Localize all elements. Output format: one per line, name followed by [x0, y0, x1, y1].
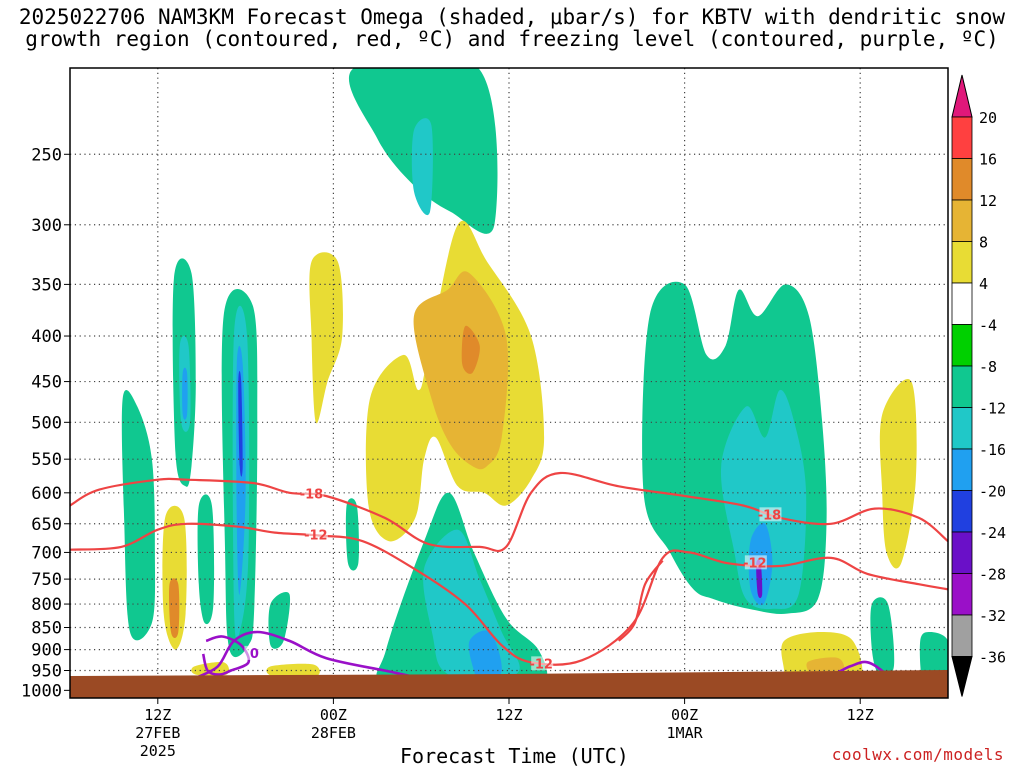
y-tick-label-600: 600 [31, 484, 62, 504]
colorbar-label-13: -36 [979, 649, 1006, 667]
colorbar-box-3 [951, 241, 973, 284]
colorbar-box-1 [951, 158, 973, 201]
x-tick-label-3: 00Z [671, 706, 698, 724]
omega-region-29 [162, 505, 187, 650]
y-tick-label-450: 450 [31, 373, 62, 393]
y-tick-label-650: 650 [31, 515, 62, 535]
credit-link[interactable]: coolwx.com/models [831, 745, 1004, 764]
plot-area: -18 -18 -12 -12 -12 0 [70, 68, 948, 698]
colorbar-box-0 [951, 116, 973, 159]
omega-region-5 [182, 367, 188, 420]
omega-region-17 [720, 389, 807, 610]
colorbar-box-6 [951, 365, 973, 408]
omega-region-2 [121, 389, 156, 641]
y-tick-label-300: 300 [31, 216, 62, 236]
x-tick-label-1: 00Z [320, 706, 347, 724]
omega-region-10 [197, 494, 215, 625]
dgz-label-12-bottom: -12 [529, 657, 553, 672]
colorbar-label-3: 8 [979, 234, 988, 252]
colorbar-label-4: 4 [979, 275, 988, 293]
colorbar-label-2: 12 [979, 192, 997, 210]
x-axis-label: Forecast Time (UTC) [400, 744, 629, 768]
omega-region-22 [309, 252, 343, 424]
colorbar-arrow-top [951, 74, 973, 118]
dgz-label-12-bottom-bg [531, 656, 554, 671]
omega-region-9 [238, 371, 243, 477]
terrain-ground [70, 670, 948, 698]
chart-title-line1: 2025022706 NAM3KM Forecast Omega (shaded… [18, 5, 1006, 29]
y-tick-label-350: 350 [31, 275, 62, 295]
dgz-label-18-left: -18 [300, 488, 324, 503]
dgz-label-18-left-bg [301, 486, 324, 501]
y-tick-label-250: 250 [31, 145, 62, 165]
colorbar-label-6: -8 [979, 358, 997, 376]
y-tick-label-850: 850 [31, 618, 62, 638]
colorbar: 20 16 12 8 4 -4 -8 -12 -16 -20 -24 -28 -32 -36 [951, 74, 1006, 697]
dgz-label-18-right-bg [759, 507, 782, 522]
dgz-contour-2 [617, 559, 664, 642]
colorbar-box-2 [951, 199, 973, 242]
colorbar-box-10 [951, 531, 973, 574]
omega-region-26 [879, 378, 917, 569]
x-tick-label-4: 12Z [847, 706, 874, 724]
omega-region-15 [468, 630, 502, 687]
omega-region-32 [266, 663, 320, 678]
colorbar-box-4 [951, 282, 973, 325]
freezing-label-0-bg [244, 645, 267, 660]
dgz-label-12-right-bg [744, 555, 767, 570]
colorbar-label-0: 20 [979, 109, 997, 127]
omega-region-25 [461, 325, 480, 374]
dgz-label-18-right: -18 [758, 508, 782, 523]
colorbar-label-8: -16 [979, 441, 1006, 459]
freezing-contour-1 [201, 635, 251, 676]
dgz-contour-0 [70, 471, 948, 553]
dgz-label-12-left-bg [305, 527, 328, 542]
y-tick-label-800: 800 [31, 595, 62, 615]
chart-title: 2025022706 NAM3KM Forecast Omega (shaded… [0, 6, 1024, 50]
colorbar-box-5 [951, 324, 973, 367]
colorbar-box-9 [951, 490, 973, 533]
colorbar-label-1: 16 [979, 151, 997, 169]
dgz-label-12-right: -12 [743, 556, 767, 571]
y-tick-label-400: 400 [31, 327, 62, 347]
colorbar-arrow-bottom [951, 656, 973, 697]
colorbar-box-11 [951, 573, 973, 616]
chart-title-line2: growth region (contoured, red, ºC) and f… [25, 27, 999, 51]
colorbar-label-12: -32 [979, 607, 1006, 625]
freezing-label-0: 0 [250, 647, 259, 662]
colorbar-label-9: -20 [979, 483, 1006, 501]
x-tick-sublabel-0-0: 27FEB [135, 724, 180, 742]
dgz-contour-1 [70, 522, 948, 666]
colorbar-label-11: -28 [979, 566, 1006, 584]
y-tick-label-950: 950 [31, 662, 62, 682]
y-tick-label-700: 700 [31, 543, 62, 563]
y-tick-label-550: 550 [31, 450, 62, 470]
x-tick-label-2: 12Z [495, 706, 522, 724]
x-tick-sublabel-3-0: 1MAR [667, 724, 704, 742]
colorbar-label-7: -12 [979, 400, 1006, 418]
y-tick-label-750: 750 [31, 570, 62, 590]
dgz-label-12-left: -12 [304, 528, 328, 543]
x-tick-sublabel-0-1: 2025 [140, 742, 176, 760]
colorbar-box-8 [951, 448, 973, 491]
omega-region-24 [413, 271, 509, 470]
colorbar-label-10: -24 [979, 524, 1006, 542]
colorbar-label-5: -4 [979, 317, 997, 335]
colorbar-box-12 [951, 614, 973, 657]
x-tick-label-0: 12Z [144, 706, 171, 724]
y-tick-label-900: 900 [31, 641, 62, 661]
y-tick-label-500: 500 [31, 413, 62, 433]
omega-region-1 [411, 118, 433, 216]
y-tick-label-1000: 1000 [21, 681, 62, 701]
omega-region-30 [169, 578, 180, 638]
omega-region-12 [345, 498, 359, 571]
x-tick-sublabel-1-0: 28FEB [311, 724, 356, 742]
omega-region-20 [870, 597, 895, 677]
colorbar-box-7 [951, 407, 973, 450]
